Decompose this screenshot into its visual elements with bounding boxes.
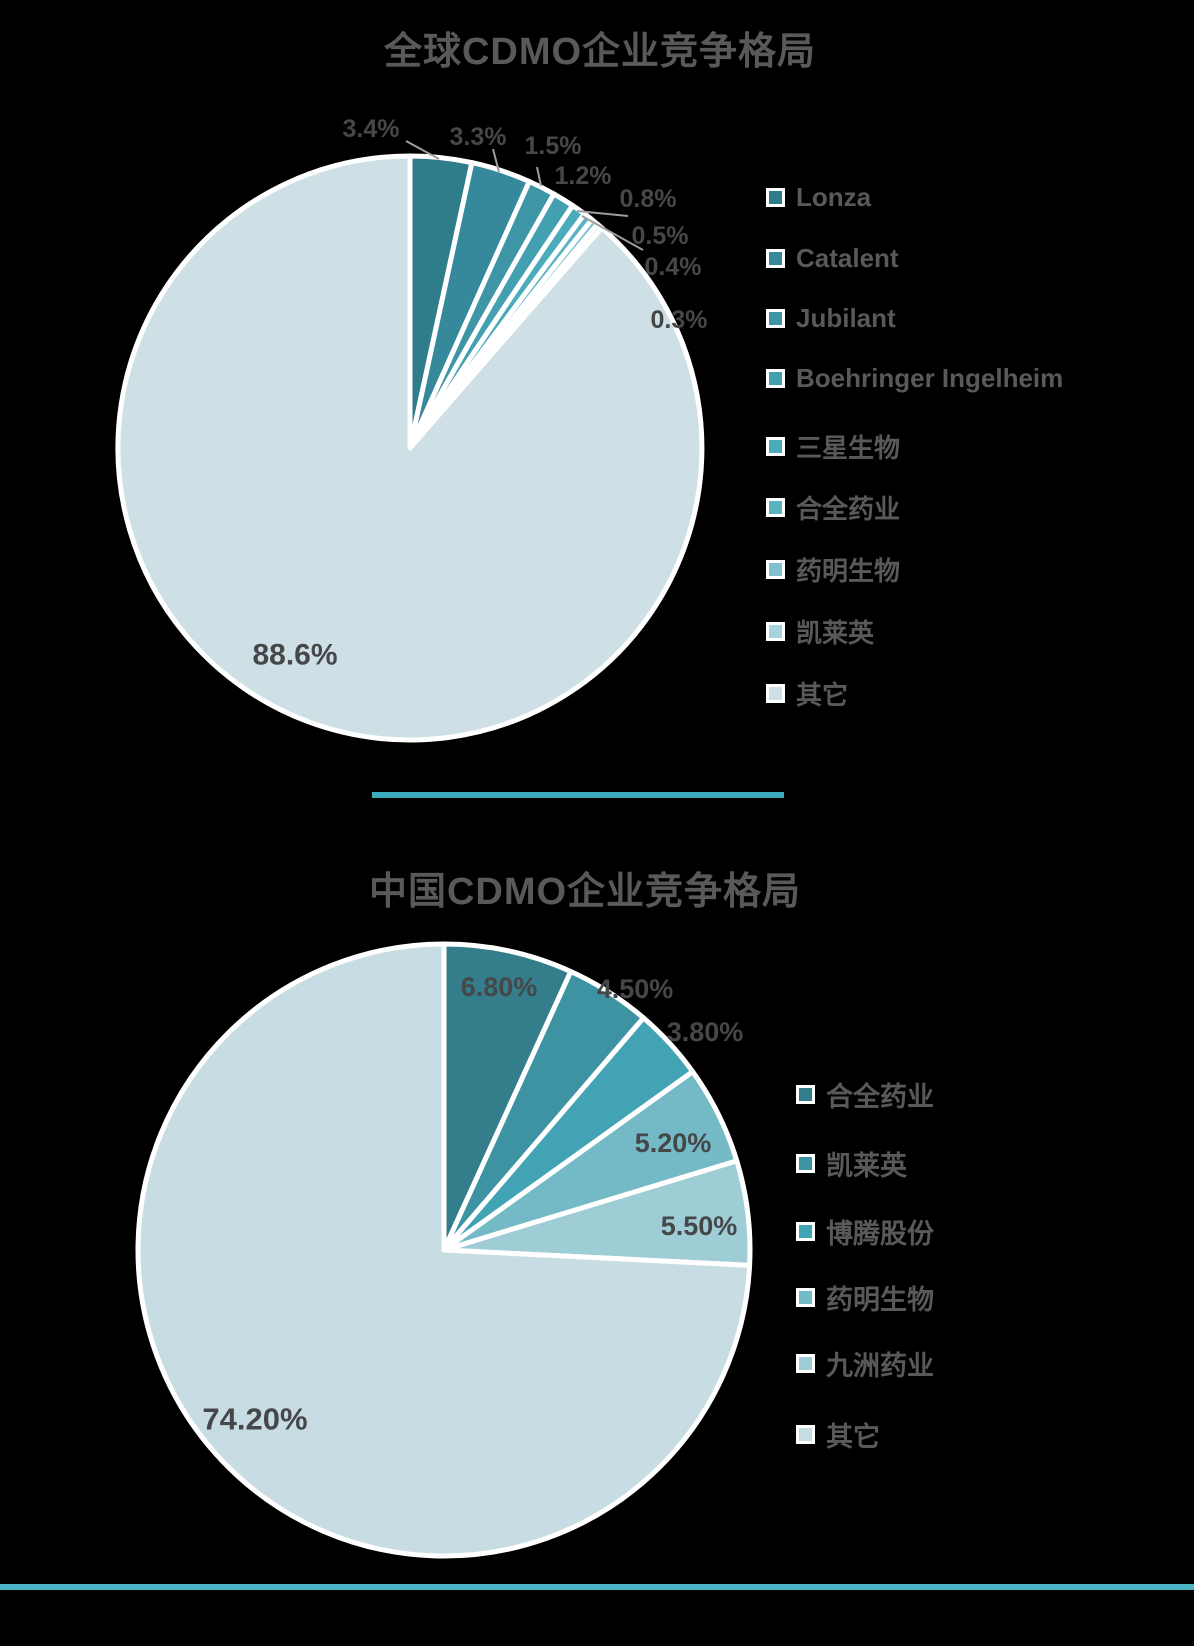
pie-value-label-凯莱英: 4.50%: [597, 974, 674, 1004]
legend-item-三星生物: 三星生物: [766, 429, 900, 463]
legend-item-凯莱英: 凯莱英: [766, 614, 874, 648]
legend-swatch-其它: [796, 1424, 815, 1444]
pie-value-label-Lonza: 3.4%: [343, 115, 400, 143]
legend-label-九洲药业: 九洲药业: [826, 1350, 934, 1381]
legend-label-凯莱英: 凯莱英: [826, 1150, 907, 1181]
legend-item-Lonza: Lonza: [766, 180, 871, 214]
pie-slice-其它: [135, 941, 753, 1559]
pie-value-label-九洲药业: 5.50%: [661, 1211, 738, 1241]
legend-swatch-九洲药业: [796, 1353, 815, 1373]
legend-swatch-Boehringer Ingelheim: [766, 368, 785, 388]
legend-label-Boehringer Ingelheim: Boehringer Ingelheim: [796, 362, 1064, 393]
legend-swatch-药明生物: [796, 1287, 815, 1307]
legend-item-其它: 其它: [796, 1417, 880, 1452]
pie-value-label-Catalent: 3.3%: [450, 123, 507, 151]
legend-swatch-药明生物: [766, 559, 785, 579]
pie-value-label-其它: 74.20%: [202, 1402, 307, 1437]
pie-value-label-Jubilant: 1.5%: [525, 132, 582, 160]
pie-value-label-药明生物: 0.4%: [645, 253, 702, 281]
legend-swatch-Jubilant: [766, 308, 785, 328]
legend-label-凯莱英: 凯莱英: [796, 617, 875, 648]
legend-swatch-博腾股份: [796, 1221, 815, 1241]
pie-value-label-三星生物: 0.8%: [620, 185, 677, 213]
legend-label-药明生物: 药明生物: [826, 1284, 934, 1315]
legend-item-九洲药业: 九洲药业: [796, 1346, 934, 1381]
legend-item-Catalent: Catalent: [766, 241, 899, 275]
legend-label-Jubilant: Jubilant: [796, 302, 896, 333]
legend-label-博腾股份: 博腾股份: [826, 1218, 934, 1249]
legend-label-合全药业: 合全药业: [796, 493, 901, 524]
legend-item-合全药业: 合全药业: [766, 490, 900, 524]
leader-line-Catalent: [492, 148, 500, 173]
global-chart-legend: Lonza Catalent Jubilant Boehringer Ingelhei…: [0, 0, 1063, 710]
pie-value-label-其它: 88.6%: [252, 639, 337, 672]
pie-value-label-合全药业: 6.80%: [461, 972, 538, 1002]
pie-value-label-凯莱英: 0.3%: [651, 306, 708, 334]
legend-swatch-合全药业: [766, 497, 785, 517]
legend-swatch-合全药业: [796, 1084, 815, 1104]
legend-label-Catalent: Catalent: [796, 242, 899, 273]
legend-swatch-其它: [766, 683, 785, 703]
legend-swatch-凯莱英: [796, 1153, 815, 1173]
global-chart-title: 全球CDMO企业竞争格局: [383, 31, 817, 73]
pie-value-label-合全药业: 0.5%: [632, 222, 689, 250]
legend-swatch-凯莱英: [766, 621, 785, 641]
legend-item-其它: 其它: [766, 676, 848, 710]
section-divider-line: [372, 792, 784, 798]
legend-label-三星生物: 三星生物: [796, 432, 901, 463]
legend-item-Jubilant: Jubilant: [766, 301, 896, 335]
pie-slice-其它: [115, 153, 705, 743]
legend-label-其它: 其它: [796, 679, 849, 710]
legend-item-合全药业: 合全药业: [796, 1077, 934, 1112]
legend-swatch-Lonza: [766, 187, 785, 207]
pie-value-label-博腾股份: 3.80%: [667, 1017, 744, 1047]
legend-item-博腾股份: 博腾股份: [796, 1214, 934, 1249]
legend-item-Boehringer Ingelheim: Boehringer Ingelheim: [766, 361, 1063, 395]
pie-slice-合全药业: [441, 941, 574, 1253]
leader-line-Jubilant: [536, 166, 542, 187]
leader-line-三星生物: [576, 210, 629, 217]
pie-value-label-药明生物: 5.20%: [635, 1128, 712, 1158]
legend-label-Lonza: Lonza: [796, 181, 872, 212]
legend-item-药明生物: 药明生物: [796, 1280, 934, 1315]
legend-label-药明生物: 药明生物: [796, 555, 901, 586]
legend-label-其它: 其它: [826, 1421, 880, 1452]
legend-item-药明生物: 药明生物: [766, 552, 900, 586]
pie-value-label-Boehringer Ingelheim: 1.2%: [555, 162, 612, 190]
legend-swatch-Catalent: [766, 248, 785, 268]
leader-line-合全药业: [581, 215, 644, 251]
legend-swatch-三星生物: [766, 436, 785, 456]
bottom-divider-line: [0, 1584, 1194, 1590]
leader-line-Lonza: [405, 140, 440, 160]
china-chart-title: 中国CDMO企业竞争格局: [368, 871, 802, 913]
legend-label-合全药业: 合全药业: [826, 1081, 934, 1112]
china-chart-legend: 合全药业 凯莱英 博腾股份 药明生物 九洲药业 其它: [0, 0, 934, 1452]
legend-item-凯莱英: 凯莱英: [796, 1146, 907, 1181]
